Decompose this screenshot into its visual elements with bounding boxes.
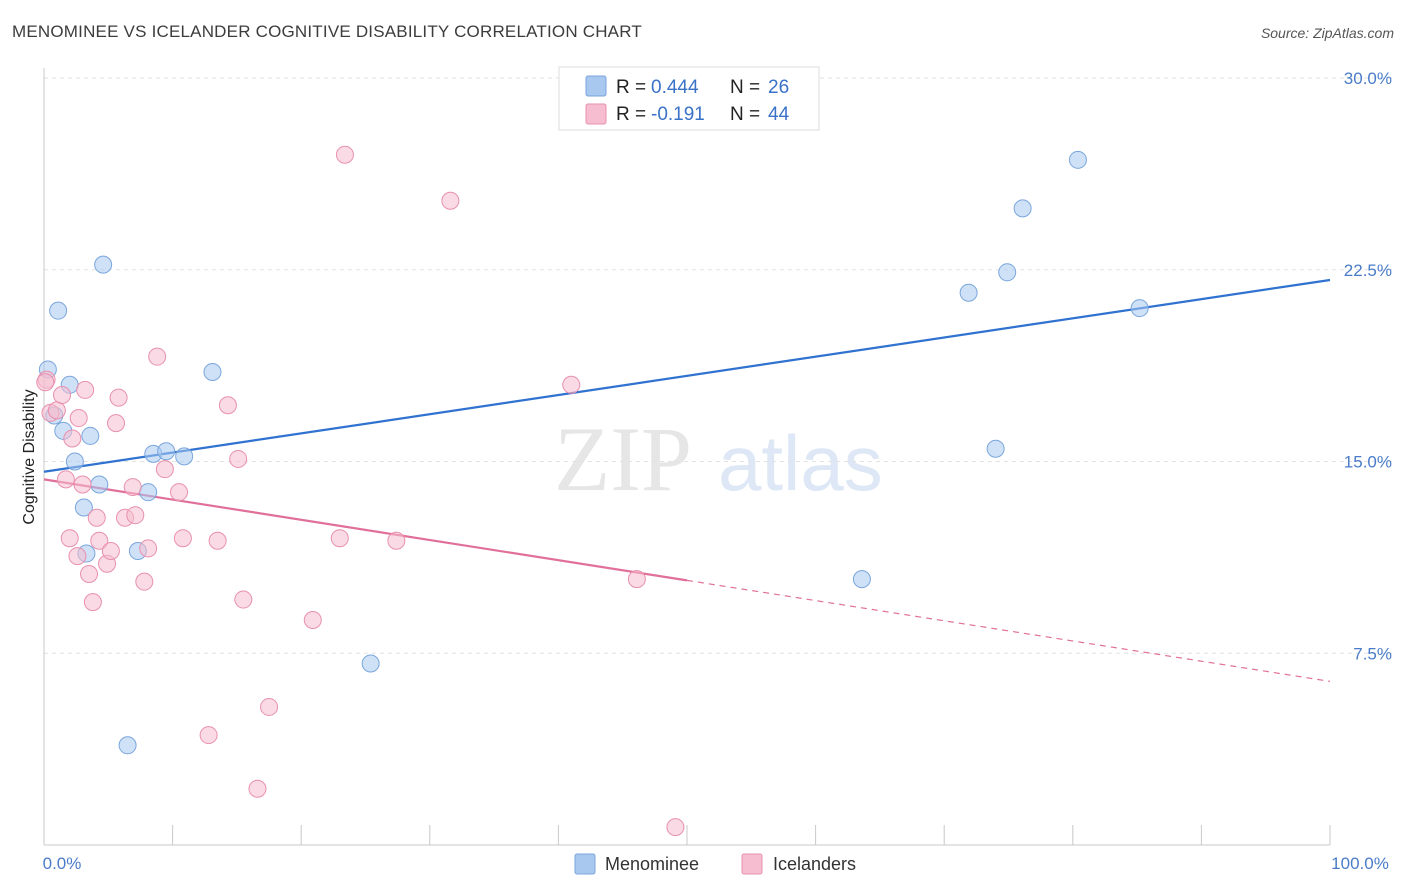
watermark: ZIP atlas <box>554 408 883 510</box>
point-icelanders <box>248 779 267 798</box>
point-menominee <box>852 570 871 589</box>
point-menominee <box>118 736 137 755</box>
y-tick-label: 7.5% <box>1353 644 1392 663</box>
chart-title: MENOMINEE VS ICELANDER COGNITIVE DISABIL… <box>12 22 642 41</box>
x-axis-ticks <box>43 825 1331 845</box>
watermark-atlas: atlas <box>718 419 883 507</box>
point-icelanders <box>148 347 167 366</box>
point-icelanders <box>109 388 128 407</box>
source-label: Source: ZipAtlas.com <box>1260 25 1394 41</box>
bottom-legend-label-icelanders: Icelanders <box>773 854 856 874</box>
y-tick-label: 22.5% <box>1344 261 1392 280</box>
watermark-zip: ZIP <box>554 408 692 510</box>
point-icelanders <box>229 449 248 468</box>
y-tick-label: 30.0% <box>1344 69 1392 88</box>
point-icelanders <box>126 506 145 525</box>
point-icelanders <box>56 470 75 489</box>
point-icelanders <box>303 611 322 630</box>
point-icelanders <box>87 508 106 527</box>
legend-n-value-icelanders: 44 <box>768 104 790 125</box>
x-tick-label-max: 100.0% <box>1331 854 1389 873</box>
point-icelanders <box>80 564 99 583</box>
point-menominee <box>65 452 84 471</box>
point-menominee <box>157 442 176 461</box>
point-icelanders <box>627 570 646 589</box>
point-menominee <box>94 255 113 274</box>
point-icelanders <box>387 531 406 550</box>
point-icelanders <box>441 191 460 210</box>
point-menominee <box>90 475 109 494</box>
point-icelanders <box>170 483 189 502</box>
x-tick-label-min: 0.0% <box>43 854 82 873</box>
point-icelanders <box>53 386 72 405</box>
gridlines <box>44 77 1394 654</box>
trend-line-menominee <box>43 278 1331 473</box>
point-menominee <box>175 447 194 466</box>
point-menominee <box>998 263 1017 282</box>
legend-swatch-menominee <box>585 75 607 97</box>
point-menominee <box>986 439 1005 458</box>
point-icelanders <box>63 429 82 448</box>
legend-n-value-menominee: 26 <box>768 77 789 98</box>
point-icelanders <box>208 531 227 550</box>
point-icelanders <box>135 572 154 591</box>
correlation-legend: R = 0.444 N = 26 R = -0.191 N = 44 <box>558 66 820 131</box>
point-icelanders <box>90 531 109 550</box>
y-tick-label: 15.0% <box>1344 453 1392 472</box>
point-icelanders <box>199 726 218 745</box>
y-tick-labels: 7.5% 15.0% 22.5% 30.0% <box>1344 69 1392 663</box>
point-icelanders <box>123 478 142 497</box>
point-menominee <box>139 483 158 502</box>
point-icelanders <box>60 529 79 548</box>
trend-line-extension-icelanders <box>686 579 1331 682</box>
bottom-legend-swatch-menominee <box>574 853 596 875</box>
point-menominee <box>74 498 93 517</box>
point-menominee <box>49 301 68 320</box>
legend-n-label-menominee: N = <box>730 77 760 98</box>
data-points <box>36 145 1149 837</box>
series-legend: Menominee Icelanders <box>574 853 856 875</box>
point-icelanders <box>107 414 126 433</box>
point-icelanders <box>218 396 237 415</box>
legend-r-label-icelanders: R = <box>616 104 646 125</box>
bottom-legend-label-menominee: Menominee <box>605 854 699 874</box>
point-menominee <box>81 426 100 445</box>
point-icelanders <box>76 380 95 399</box>
point-icelanders <box>47 401 66 420</box>
legend-swatch-icelanders <box>585 103 607 125</box>
point-icelanders <box>69 409 88 428</box>
point-icelanders <box>330 529 349 548</box>
point-icelanders <box>155 460 174 479</box>
point-menominee <box>1013 199 1032 218</box>
point-icelanders <box>101 541 120 560</box>
bottom-legend-swatch-icelanders <box>741 853 763 875</box>
legend-n-label-icelanders: N = <box>730 104 760 125</box>
point-icelanders <box>73 475 92 494</box>
legend-r-label-menominee: R = <box>616 77 646 98</box>
point-icelanders <box>260 697 279 716</box>
legend-r-value-icelanders: -0.191 <box>651 104 705 125</box>
legend-r-value-menominee: 0.444 <box>651 77 699 98</box>
point-icelanders <box>173 529 192 548</box>
point-icelanders <box>335 145 354 164</box>
point-icelanders <box>562 375 581 394</box>
point-menominee <box>203 363 222 382</box>
point-menominee <box>959 283 978 302</box>
point-icelanders <box>139 539 158 558</box>
point-icelanders <box>234 590 253 609</box>
point-icelanders <box>68 547 87 566</box>
point-icelanders <box>36 373 55 392</box>
point-icelanders <box>83 593 102 612</box>
point-menominee <box>1130 299 1149 318</box>
point-menominee <box>361 654 380 673</box>
point-icelanders <box>666 818 685 837</box>
y-axis-label: Cognitive Disability <box>21 389 38 524</box>
point-menominee <box>1068 150 1087 169</box>
